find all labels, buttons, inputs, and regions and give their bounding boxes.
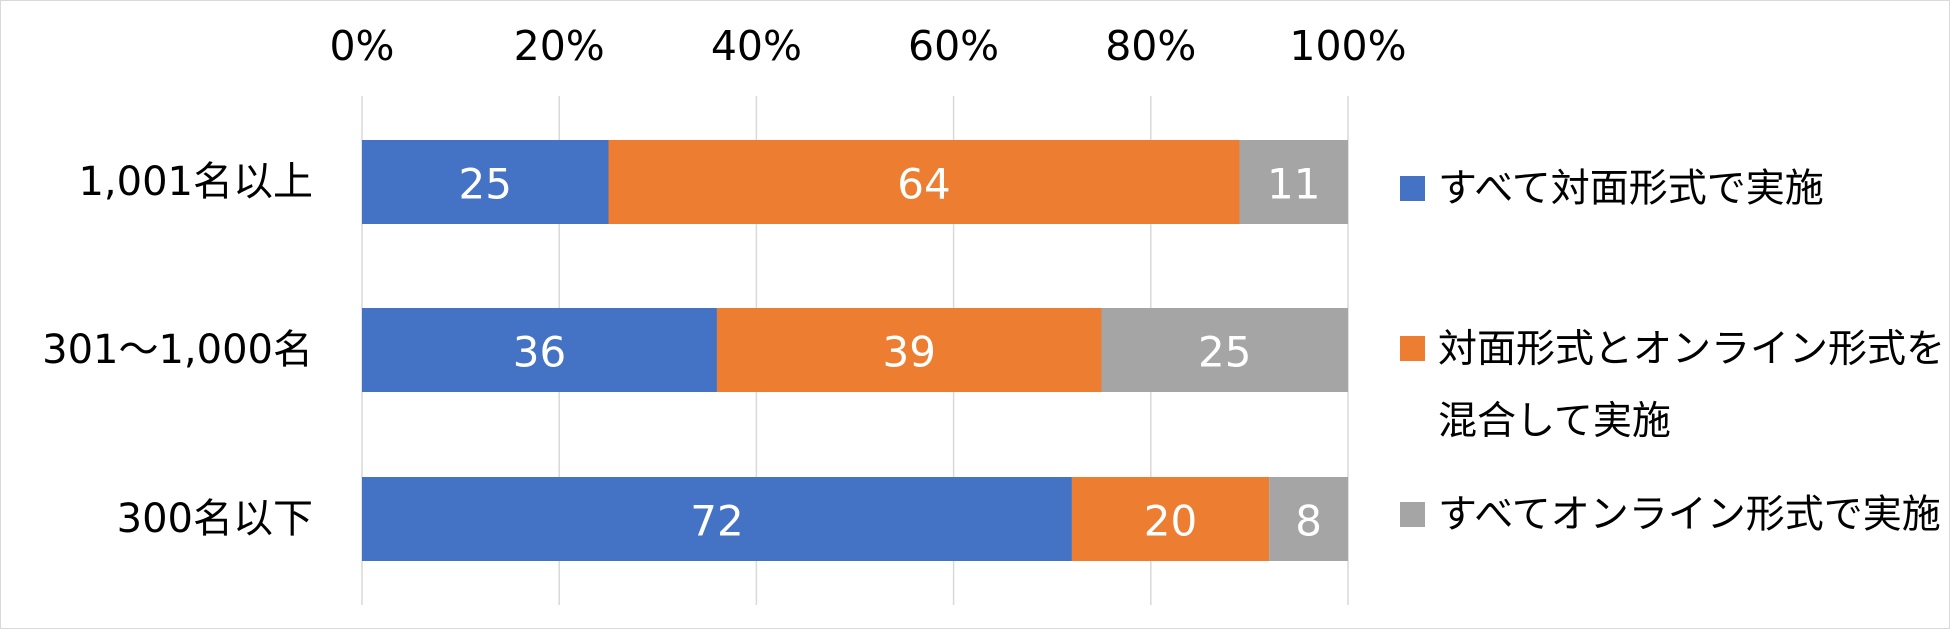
data-label: 8 (1295, 497, 1322, 546)
data-label: 39 (883, 328, 936, 377)
data-labels: 25 64 11 36 39 25 72 20 8 (459, 160, 1322, 546)
x-axis-ticks: 0% 20% 40% 60% 80% 100% (329, 22, 1406, 70)
x-tick-label: 60% (908, 22, 999, 70)
data-label: 36 (513, 328, 566, 377)
x-tick-label: 20% (514, 22, 605, 70)
data-label: 64 (897, 160, 950, 209)
bar-segments (362, 140, 1348, 561)
category-label: 301〜1,000名 (42, 327, 313, 373)
bar-segment (1239, 140, 1348, 224)
category-axis: 1,001名以上 301〜1,000名 300名以下 (42, 159, 313, 542)
legend-label: すべて対面形式で実施 (1438, 167, 1824, 212)
legend-swatch (1400, 502, 1425, 527)
legend-label-line: 対面形式とオンライン形式を (1438, 327, 1945, 372)
bar-segment (362, 140, 609, 224)
bar-segment (608, 140, 1240, 224)
bar-segment (716, 308, 1102, 392)
x-tick-label: 0% (329, 22, 394, 70)
legend-swatch (1400, 336, 1425, 361)
x-tick-label: 40% (711, 22, 802, 70)
data-label: 72 (690, 497, 743, 546)
bar-segment (1269, 477, 1348, 561)
data-label: 25 (459, 160, 512, 209)
bar-segment (1101, 308, 1348, 392)
legend-label: 対面形式とオンライン形式を混合して実施 (1438, 327, 1945, 444)
x-tick-label: 100% (1289, 22, 1406, 70)
x-tick-label: 80% (1105, 22, 1196, 70)
legend: すべて対面形式で実施対面形式とオンライン形式を混合して実施すべてオンライン形式で… (1400, 167, 1945, 538)
category-label: 300名以下 (117, 496, 313, 542)
bar-segment (362, 477, 1072, 561)
data-label: 11 (1267, 160, 1320, 209)
bar-segment (1071, 477, 1270, 561)
category-label: 1,001名以上 (78, 159, 313, 205)
legend-label: すべてオンライン形式で実施 (1438, 493, 1941, 538)
legend-swatch (1400, 176, 1425, 201)
legend-label-line: 混合して実施 (1438, 399, 1671, 444)
data-label: 25 (1198, 328, 1251, 377)
data-label: 20 (1144, 497, 1197, 546)
bar-segment (362, 308, 717, 392)
